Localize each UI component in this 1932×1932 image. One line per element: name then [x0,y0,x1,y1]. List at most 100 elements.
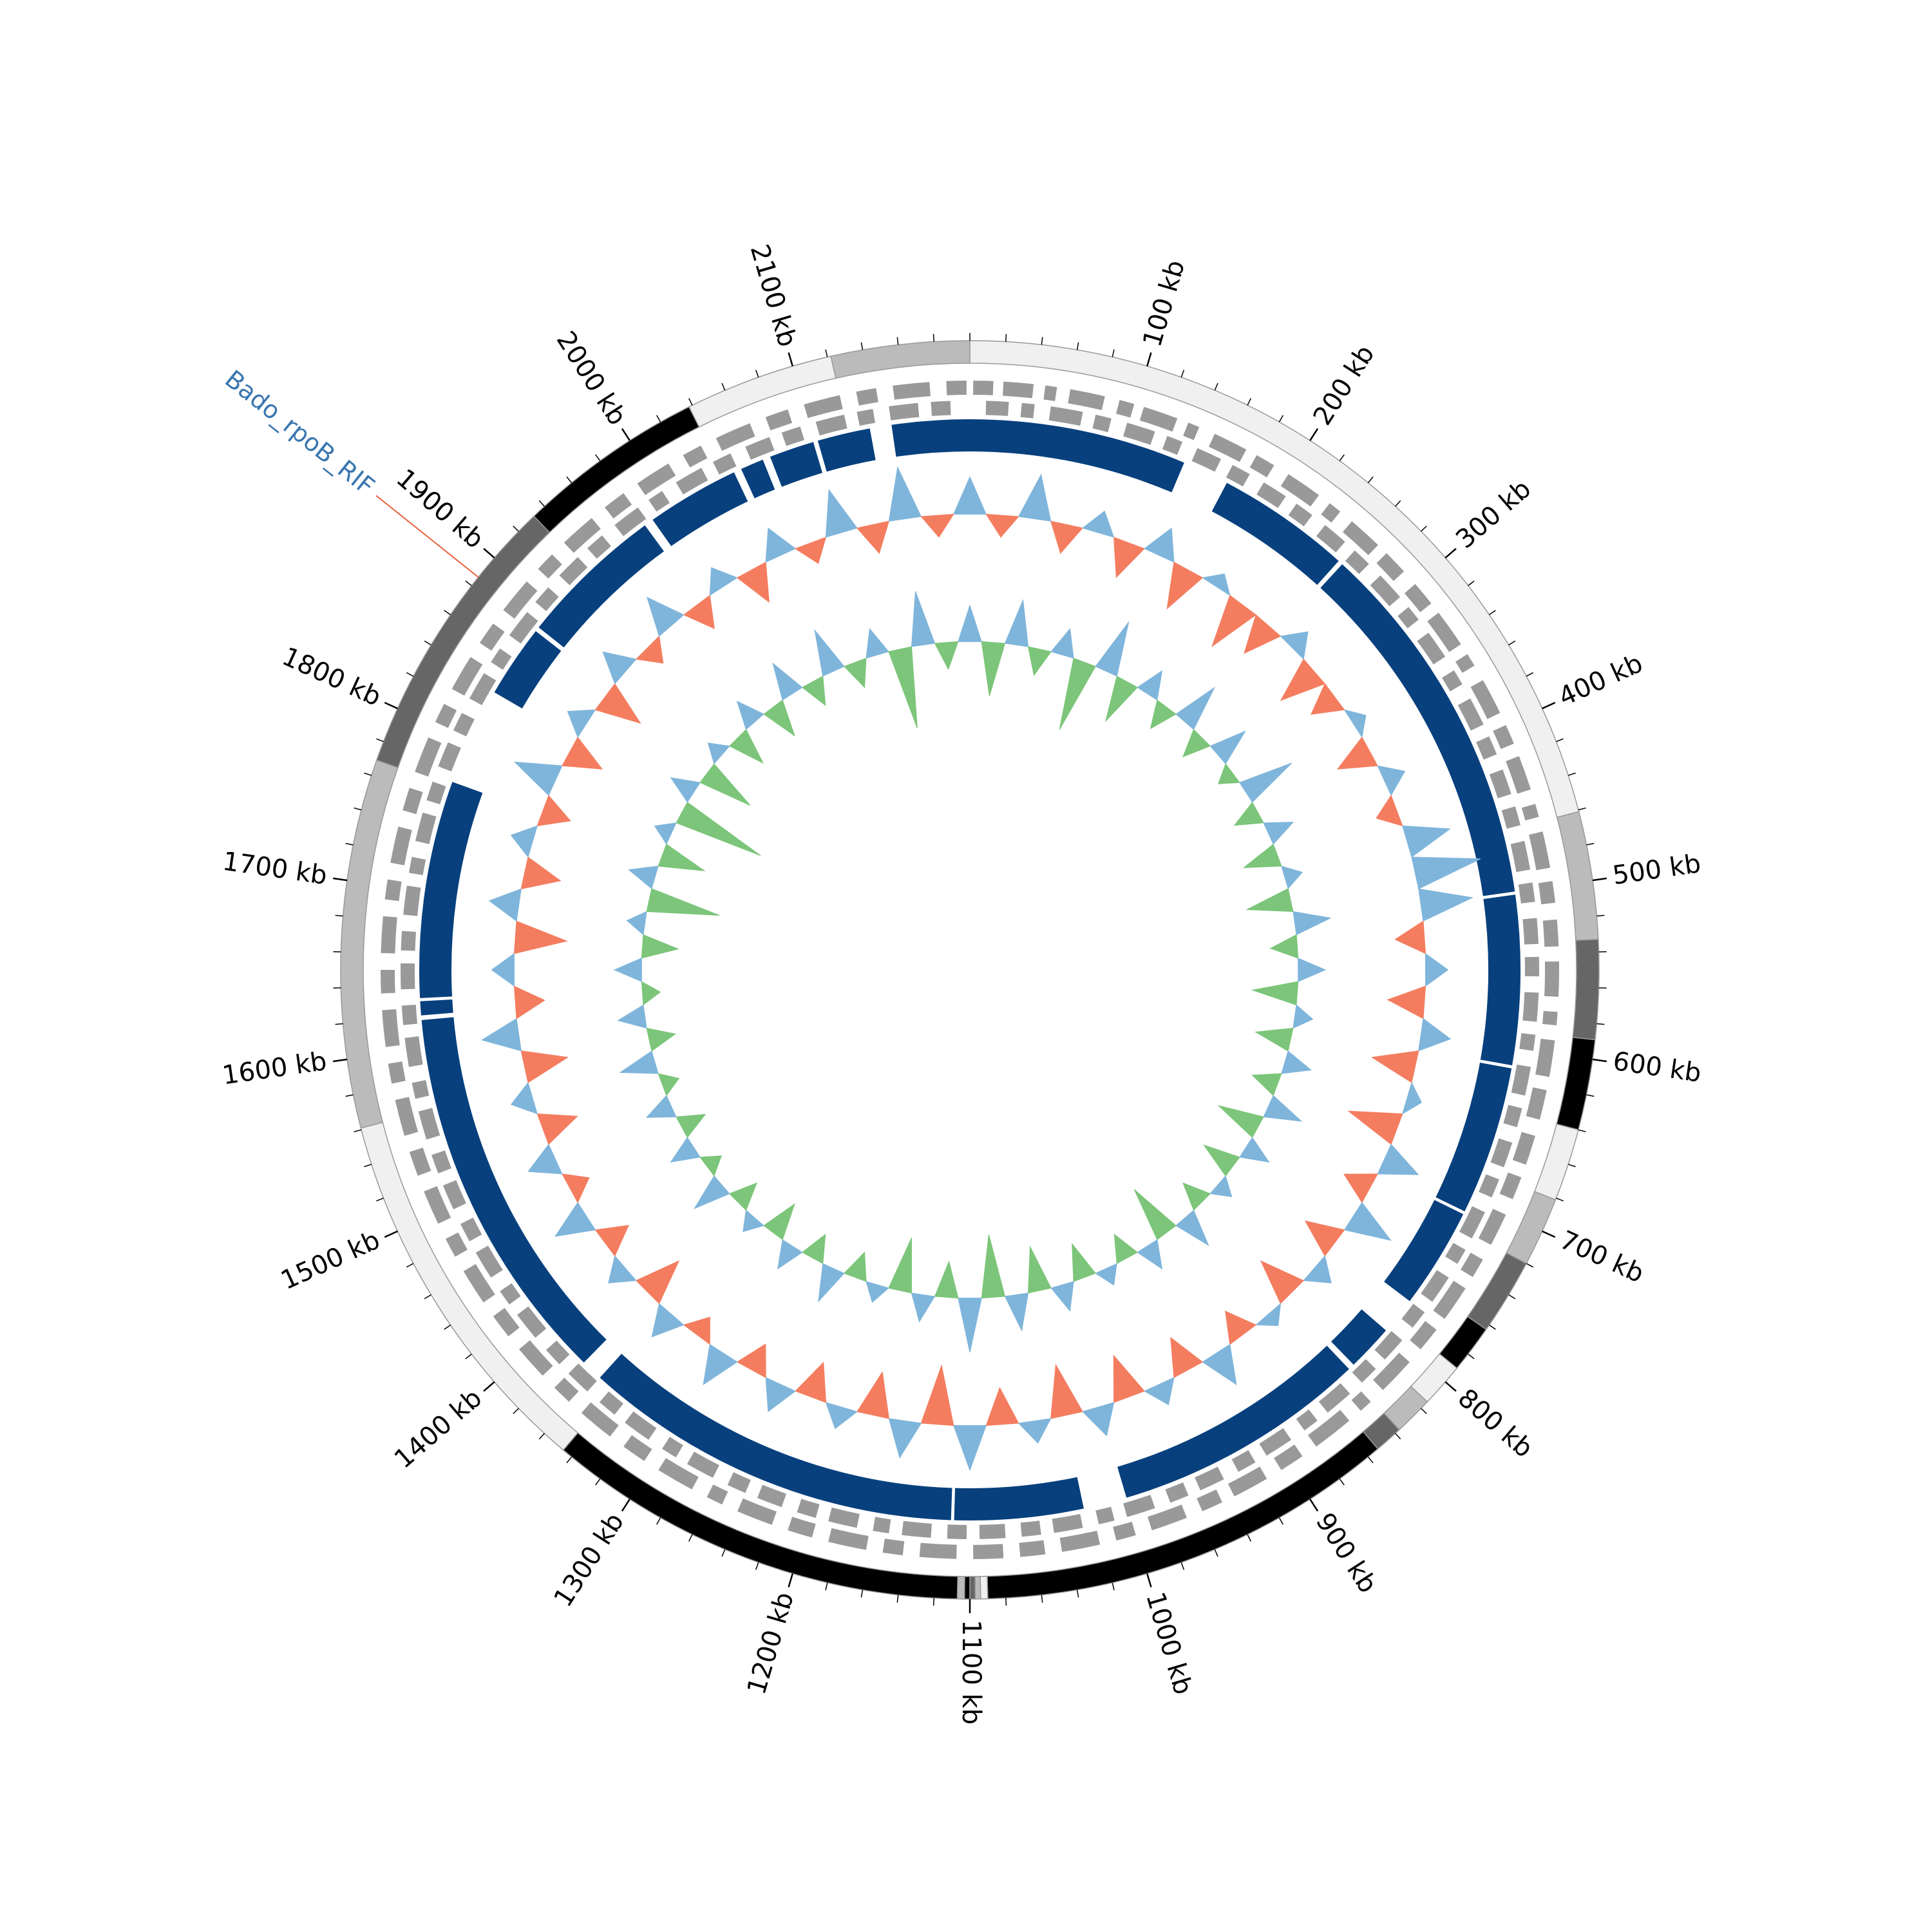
minor-tick [1508,1294,1516,1300]
gene [1183,422,1200,440]
minor-tick [688,398,693,406]
tick-label: 800 kb [1452,1383,1539,1464]
gene [1321,503,1341,523]
track-spike [1113,1354,1145,1403]
track-spike [728,728,764,764]
track-spike [801,1233,826,1264]
track-spike [1244,614,1282,654]
track-spike [699,763,751,806]
minor-tick [860,342,864,350]
minor-tick [1586,1094,1595,1097]
track-spike [1263,1095,1303,1122]
major-tick [1309,428,1319,441]
track-spike [1175,687,1216,730]
gene [395,1097,419,1136]
gene [426,781,446,805]
track-spike [825,1402,858,1430]
alignment-block [420,999,453,1016]
gene [1195,1466,1224,1491]
gene [599,1391,624,1415]
minor-tick [1278,1517,1283,1525]
gene [535,587,559,611]
track-spike [658,844,706,871]
track-spike [765,1377,797,1412]
major-tick [332,1058,348,1063]
track-spike [1170,1336,1204,1378]
gene [781,426,805,446]
minor-tick [896,1595,899,1603]
track-spike [1218,762,1240,784]
gene [1139,406,1178,432]
gene [463,1264,495,1303]
contig [1556,811,1599,942]
gene [381,970,395,994]
major-tick [384,701,398,710]
major-tick [1592,1058,1607,1063]
gene [1092,414,1112,433]
gene [491,649,512,670]
track-spike [888,646,918,728]
gene [757,1484,786,1508]
alignment-block [419,782,483,998]
gene [676,468,708,495]
gene [453,712,475,737]
gene [828,1507,860,1528]
gene [715,423,755,451]
alignment-block [1384,1200,1464,1302]
track-spike [866,628,889,659]
gene [1288,504,1312,527]
gene [1259,1428,1291,1456]
minor-tick [1596,1023,1605,1025]
gene [649,491,670,512]
track-spike [694,1175,730,1209]
track-spike [658,1073,680,1097]
contig [963,1576,971,1600]
track-spike [1377,1144,1419,1175]
alignment-block [1480,895,1520,1066]
track-spike [567,709,596,738]
track-spike [1401,1081,1423,1115]
minor-tick [1112,349,1115,357]
gene [1524,956,1540,977]
gene [1427,612,1461,652]
gene [947,1524,967,1539]
minor-tick [1180,1562,1185,1570]
track-spike [1343,1173,1378,1204]
gene [409,1147,431,1176]
minor-tick [345,842,354,846]
contig [1572,938,1600,1041]
gene [415,812,437,844]
minor-tick [1005,1598,1007,1606]
gene [445,1232,468,1257]
track-spike [513,985,545,1019]
gene [388,1061,406,1084]
track-spike [1280,658,1326,701]
track-spike [920,513,954,538]
major-tick [384,1230,398,1238]
minor-tick [1489,610,1496,616]
track-spike [1263,822,1294,845]
gene [519,1340,553,1376]
gene [1116,400,1135,418]
tick-label: 1400 kb [389,1383,488,1475]
alignment-block [891,419,970,457]
alignment-block [600,1354,952,1520]
gene [424,1186,451,1224]
minor-tick [444,610,451,616]
gene [1538,881,1556,905]
gene [587,535,611,559]
track-spike [888,466,922,522]
track-spike [888,1238,912,1294]
gene [1020,1520,1041,1537]
gene [404,1036,423,1067]
minor-tick [896,337,899,345]
gc-skew-track [613,591,1332,1353]
gene [500,1283,521,1305]
minor-tick [1076,342,1079,350]
track-spike [491,952,515,987]
track-spike [703,1343,738,1386]
track-spike [1280,631,1309,660]
track-spike [1311,683,1345,715]
major-tick [1444,1381,1457,1392]
major-tick [1146,352,1152,366]
